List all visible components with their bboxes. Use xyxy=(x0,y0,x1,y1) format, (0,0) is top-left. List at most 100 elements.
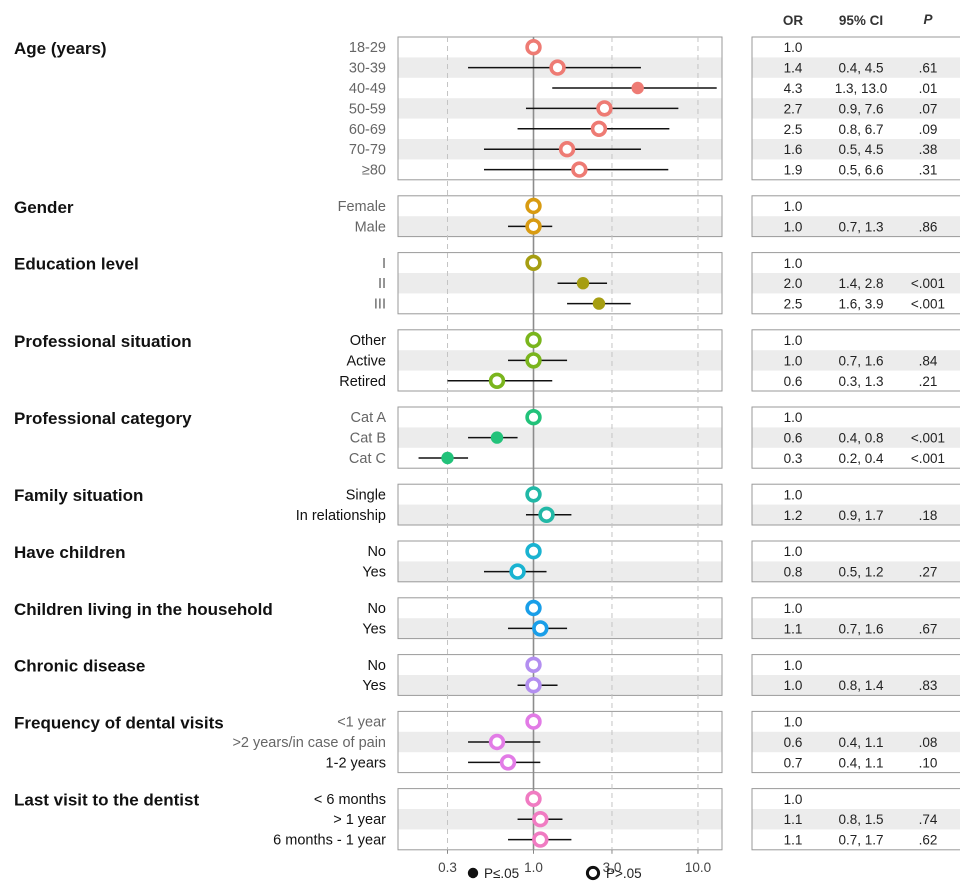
level-label: <1 year xyxy=(337,715,386,731)
level-label: II xyxy=(378,276,386,292)
or-point-open xyxy=(525,254,542,271)
p-value: .31 xyxy=(919,163,938,178)
level-label: Single xyxy=(346,487,386,503)
or-point-open xyxy=(525,352,542,369)
level-label: Cat B xyxy=(350,431,386,447)
level-label: III xyxy=(374,297,386,313)
row-stripe xyxy=(752,809,960,830)
row-stripe xyxy=(752,731,960,753)
ci-value: 0.7, 1.6 xyxy=(838,621,883,636)
row-stripe xyxy=(752,618,960,639)
or-point-open xyxy=(488,733,506,751)
or-value: 1.0 xyxy=(784,410,803,425)
or-point-filled xyxy=(441,451,454,465)
level-label: >2 years/in case of pain xyxy=(232,735,386,751)
table-panel-frame xyxy=(751,195,960,238)
or-point-open xyxy=(525,790,542,807)
level-label: In relationship xyxy=(296,508,386,524)
or-value: 2.0 xyxy=(784,276,803,291)
level-label: 30-39 xyxy=(349,61,386,77)
p-value: .61 xyxy=(919,61,938,76)
level-label: Cat C xyxy=(349,451,386,467)
table-panel-frame xyxy=(751,483,960,526)
group-label: Have children xyxy=(14,543,126,562)
p-value: .38 xyxy=(919,142,938,157)
legend-marker-open xyxy=(585,865,601,881)
level-label: ≥80 xyxy=(362,163,386,179)
ci-value: 0.3, 1.3 xyxy=(838,374,883,389)
row-stripe xyxy=(398,561,722,582)
group-label: Family situation xyxy=(14,486,143,505)
plot-panel-frame xyxy=(397,195,723,238)
ci-value: 0.5, 4.5 xyxy=(838,142,883,157)
ci-value: 0.7, 1.6 xyxy=(838,353,883,368)
p-value: <.001 xyxy=(911,431,945,446)
ci-value: 0.8, 1.4 xyxy=(838,678,884,693)
or-point-open xyxy=(525,676,542,694)
level-label: 50-59 xyxy=(349,101,386,117)
or-point-filled xyxy=(490,431,504,444)
ci-value: 0.8, 1.5 xyxy=(838,812,883,827)
or-point-open xyxy=(499,754,517,771)
col-header-p: P xyxy=(923,12,933,27)
p-value: <.001 xyxy=(911,276,945,291)
p-value: .18 xyxy=(919,508,938,523)
plot-panel-frame xyxy=(397,710,723,774)
ci-value: 0.4, 4.5 xyxy=(838,61,883,76)
plot-panel-frame xyxy=(397,597,723,640)
ci-value: 0.4, 1.1 xyxy=(838,755,883,770)
row-stripe xyxy=(752,504,960,525)
row-stripe xyxy=(398,731,722,753)
level-label: < 6 months xyxy=(314,792,386,808)
group-label: Professional situation xyxy=(14,332,192,351)
p-value: .01 xyxy=(919,81,938,96)
table-panel-frame xyxy=(751,597,960,640)
level-label: Yes xyxy=(362,565,386,581)
ci-value: 0.5, 6.6 xyxy=(838,163,883,178)
or-value: 0.8 xyxy=(784,565,803,580)
or-value: 1.0 xyxy=(784,256,803,271)
ci-value: 0.4, 1.1 xyxy=(838,735,883,750)
legend-label-sig: P≤.05 xyxy=(484,866,519,881)
or-value: 1.0 xyxy=(784,715,803,730)
or-value: 2.5 xyxy=(784,297,803,312)
or-point-open xyxy=(558,141,576,158)
row-stripe xyxy=(398,427,722,448)
level-label: Yes xyxy=(362,621,386,637)
p-value: .62 xyxy=(919,833,938,848)
ci-value: 0.5, 1.2 xyxy=(838,565,883,580)
row-stripe xyxy=(752,427,960,448)
row-stripe xyxy=(752,675,960,696)
or-point-open xyxy=(509,563,526,580)
plot-panel-frame xyxy=(397,329,723,392)
or-value: 1.0 xyxy=(784,792,803,807)
or-value: 1.1 xyxy=(784,621,803,636)
level-label: Female xyxy=(338,199,386,215)
tick-label: 0.3 xyxy=(438,860,457,875)
or-value: 0.6 xyxy=(784,431,803,446)
or-value: 1.1 xyxy=(784,833,803,848)
plot-panel-frame xyxy=(397,654,723,696)
level-label: I xyxy=(382,256,386,272)
row-stripe xyxy=(752,98,960,119)
or-value: 1.0 xyxy=(784,219,803,234)
p-value: <.001 xyxy=(911,451,945,466)
ci-value: 0.8, 6.7 xyxy=(838,122,883,137)
table-panel-frame xyxy=(751,252,960,315)
or-value: 1.0 xyxy=(784,487,803,502)
legend-label-nonsig: P>.05 xyxy=(606,866,642,881)
level-label: Cat A xyxy=(351,410,387,426)
group-label: Age (years) xyxy=(14,39,107,58)
p-value: .21 xyxy=(919,374,938,389)
labels: OR 95% CI P Age (years) 18-29 1.0 30-39 1.4 0.4,… xyxy=(14,12,945,884)
ci-value: 0.7, 1.3 xyxy=(838,219,883,234)
panel-backgrounds xyxy=(397,36,960,851)
tick-label: 10.0 xyxy=(685,860,711,875)
group-label: Education level xyxy=(14,255,139,274)
group-label: Chronic disease xyxy=(14,657,145,676)
table-panel-frame xyxy=(751,329,960,392)
p-value: .67 xyxy=(919,621,938,636)
ci-value: 0.9, 7.6 xyxy=(838,101,883,116)
or-value: 2.5 xyxy=(784,122,803,137)
row-stripe xyxy=(752,139,960,160)
